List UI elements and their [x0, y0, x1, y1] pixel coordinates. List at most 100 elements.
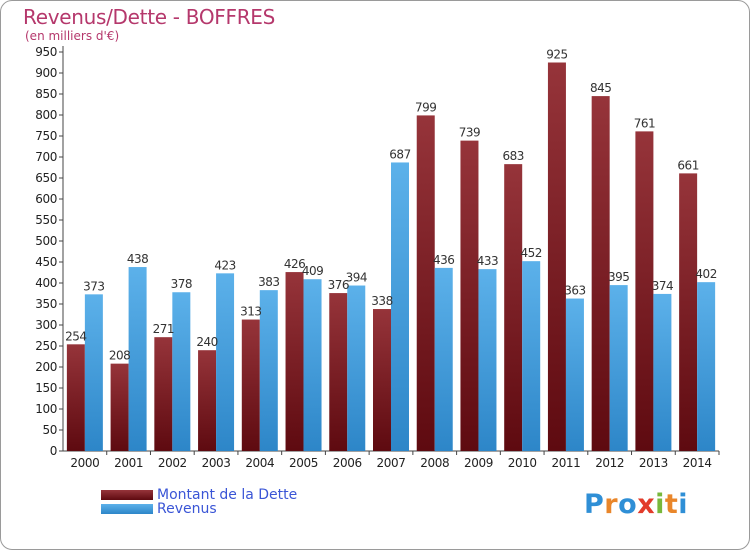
bar-dette: [416, 115, 435, 452]
bar-revenus: [522, 261, 541, 451]
bar-dette: [591, 96, 610, 451]
bar-revenus: [697, 282, 716, 451]
x-tick-label: 2004: [245, 456, 274, 470]
bar-dette: [241, 319, 260, 451]
bar-dette: [154, 337, 173, 451]
x-tick-label: 2007: [377, 456, 406, 470]
value-label-dette: 661: [677, 158, 698, 172]
value-label-dette: 376: [328, 278, 349, 292]
bar-revenus: [216, 273, 235, 451]
y-tick-label: 850: [35, 87, 57, 101]
bar-revenus: [259, 290, 278, 451]
y-tick-label: 200: [35, 360, 57, 374]
value-label-revenus: 395: [608, 270, 629, 284]
logo-letter: r: [604, 489, 619, 520]
value-label-revenus: 433: [477, 254, 498, 268]
bar-revenus: [84, 294, 103, 451]
x-tick-label: 2013: [639, 456, 668, 470]
value-label-dette: 739: [459, 126, 480, 140]
logo-letter: i: [678, 489, 689, 520]
value-label-dette: 208: [109, 349, 130, 363]
chart-value-labels: 2543732084382713782404233133834264093763…: [65, 48, 717, 363]
bar-revenus: [391, 162, 409, 451]
bar-dette: [547, 62, 566, 451]
chart-bars: [66, 62, 716, 452]
legend-item-revenus: Revenus: [101, 501, 217, 517]
bar-dette: [110, 363, 129, 451]
bar-revenus: [565, 298, 584, 451]
value-label-revenus: 438: [127, 252, 148, 266]
bar-dette: [66, 344, 85, 451]
value-label-dette: 313: [240, 305, 261, 319]
y-tick-label: 800: [35, 108, 57, 122]
logo-letter: o: [618, 489, 638, 520]
bar-dette: [285, 272, 304, 451]
y-tick-label: 0: [50, 444, 57, 458]
x-tick-label: 2011: [551, 456, 580, 470]
y-tick-label: 550: [35, 213, 57, 227]
bar-dette: [373, 309, 391, 451]
y-tick-label: 100: [35, 402, 57, 416]
bar-revenus: [172, 292, 191, 451]
x-tick-label: 2008: [420, 456, 449, 470]
y-tick-label: 900: [35, 66, 57, 80]
value-label-revenus: 409: [302, 264, 323, 278]
y-tick-label: 300: [35, 318, 57, 332]
legend-item-dette: Montant de la Dette: [101, 487, 297, 503]
bar-dette: [329, 293, 348, 451]
y-tick-label: 450: [35, 255, 57, 269]
value-label-revenus: 363: [564, 284, 585, 298]
chart-axes: 0 50 100 150 200 250 300 350 400 450 500 550 600 650 7…: [35, 45, 720, 470]
value-label-dette: 426: [284, 257, 305, 271]
logo-letter: i: [655, 489, 665, 520]
value-label-dette: 925: [546, 48, 567, 62]
value-label-dette: 271: [153, 322, 174, 336]
bar-dette: [635, 131, 654, 451]
value-label-revenus: 394: [346, 271, 367, 285]
x-tick-label: 2003: [202, 456, 231, 470]
bar-revenus: [653, 293, 672, 451]
value-label-dette: 338: [371, 294, 392, 308]
bar-dette: [460, 140, 479, 451]
y-tick-label: 650: [35, 171, 57, 185]
x-tick-label: 2014: [683, 456, 712, 470]
value-label-dette: 683: [502, 149, 523, 163]
bar-revenus: [434, 267, 453, 451]
value-label-revenus: 687: [389, 147, 410, 161]
bar-dette: [504, 164, 523, 451]
x-tick-label: 2012: [595, 456, 624, 470]
y-tick-label: 350: [35, 297, 57, 311]
value-label-revenus: 378: [171, 277, 192, 291]
y-tick-label: 50: [43, 423, 57, 437]
bar-revenus: [609, 285, 628, 451]
x-tick-label: 2010: [508, 456, 537, 470]
bar-revenus: [128, 267, 147, 451]
value-label-dette: 761: [634, 116, 655, 130]
x-tick-label: 2000: [70, 456, 99, 470]
logo-letter: x: [637, 489, 656, 520]
x-tick-label: 2002: [158, 456, 187, 470]
value-label-revenus: 383: [258, 275, 279, 289]
bar-revenus: [347, 285, 366, 451]
value-label-revenus: 402: [695, 267, 716, 281]
y-tick-label: 600: [35, 192, 57, 206]
bar-dette: [198, 350, 217, 451]
y-tick-label: 700: [35, 150, 57, 164]
x-tick-label: 2001: [114, 456, 143, 470]
x-tick-label: 2006: [333, 456, 362, 470]
y-tick-label: 400: [35, 276, 57, 290]
y-tick-label: 950: [35, 45, 57, 59]
y-tick-label: 750: [35, 129, 57, 143]
value-label-revenus: 373: [83, 279, 104, 293]
logo-letter: t: [664, 489, 679, 520]
value-label-dette: 254: [65, 329, 86, 343]
bar-dette: [679, 173, 698, 451]
x-tick-label: 2005: [289, 456, 318, 470]
legend-swatch-revenus: [101, 504, 153, 514]
legend-swatch-dette: [101, 490, 153, 500]
value-label-dette: 240: [196, 335, 217, 349]
value-label-dette: 799: [415, 100, 436, 114]
chart-subtitle: (en milliers d'€): [25, 29, 120, 43]
